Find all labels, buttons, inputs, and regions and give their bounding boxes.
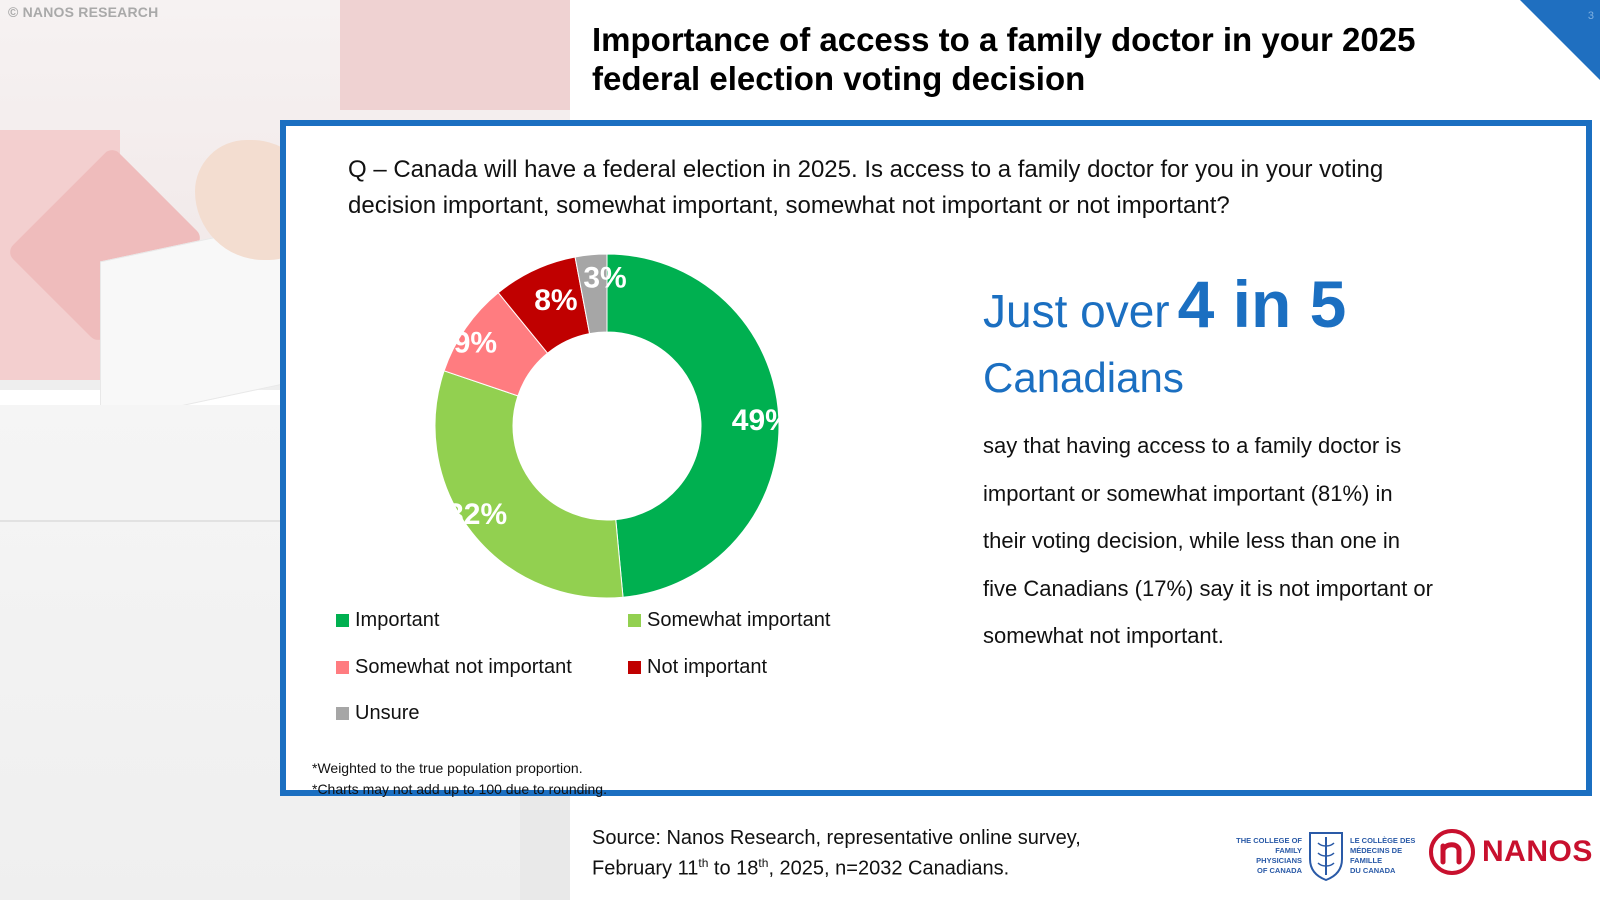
legend-item-somewhat-not-important: Somewhat not important (336, 656, 572, 679)
nanos-wordmark: NANOS (1482, 835, 1593, 868)
content-panel: Q – Canada will have a federal election … (280, 120, 1592, 797)
callout-line-2: Canadians (983, 354, 1184, 401)
legend-item-not-important: Not important (628, 656, 767, 679)
data-label-somewhat-not-important: 9% (454, 327, 497, 360)
legend-item-somewhat-important: Somewhat important (628, 609, 830, 632)
donut-slice-unsure (574, 253, 608, 335)
callout-body-line: somewhat not important. (983, 623, 1224, 648)
legend-item-important: Important (336, 609, 439, 632)
cfpc-name-fr: LE COLLÈGE DES MÉDECINS DE FAMILLE DU CA… (1350, 836, 1416, 875)
callout-line-1: Just over 4 in 5 (983, 266, 1346, 342)
cfpc-logo: THE COLLEGE OF FAMILY PHYSICIANS OF CANA… (1232, 830, 1420, 882)
source-line-2: February 11th to 18th, 2025, n=2032 Cana… (592, 856, 1010, 880)
legend-label: Not important (647, 656, 768, 678)
legend-label: Somewhat not important (355, 656, 572, 678)
callout-body-line: their voting decision, while less than o… (983, 528, 1401, 553)
title-line-1: Importance of access to a family doctor … (592, 21, 1416, 58)
nanos-n-icon (1429, 829, 1475, 875)
cfpc-shield-icon (1309, 832, 1343, 881)
nanos-logo: NANOS (1428, 828, 1593, 876)
legend-swatch (628, 614, 641, 627)
legend-swatch (336, 707, 349, 720)
legend-label: Unsure (355, 702, 420, 724)
donut-slice-important (606, 253, 780, 598)
chart-legend: Important Somewhat important Somewhat not … (336, 609, 896, 749)
page-number: 3 (1587, 10, 1594, 22)
donut-chart: 49% 32% 9% 8%3% (434, 253, 785, 599)
donut-slice-somewhat-important (434, 370, 624, 599)
legend-swatch (628, 661, 641, 674)
footnotes: *Weighted to the true population proport… (312, 758, 607, 800)
survey-question: Q – Canada will have a federal election … (348, 152, 1548, 224)
callout-body-line: say that having access to a family docto… (983, 433, 1402, 458)
callout-highlight: 4 in 5 (1177, 267, 1347, 341)
corner-accent (1520, 0, 1600, 80)
legend-item-unsure: Unsure (336, 702, 419, 725)
callout-body-line: five Canadians (17%) say it is not impor… (983, 575, 1433, 601)
title-line-2: federal election voting decision (592, 60, 1086, 97)
footnote-weighted: *Weighted to the true population proport… (312, 760, 583, 776)
slide-title: Importance of access to a family doctor … (592, 20, 1552, 98)
data-label-unsure: 3% (583, 262, 626, 295)
legend-swatch (336, 661, 349, 674)
question-line-1: Q – Canada will have a federal election … (348, 156, 1384, 183)
data-label-not-important: 8% (534, 284, 577, 317)
legend-label: Important (355, 609, 440, 631)
legend-label: Somewhat important (647, 609, 831, 631)
question-line-2: decision important, somewhat important, … (348, 192, 1230, 219)
footnote-rounding: *Charts may not add up to 100 due to rou… (312, 781, 607, 797)
cfpc-name-en: THE COLLEGE OF FAMILY PHYSICIANS OF CANA… (1236, 836, 1302, 875)
data-label-important: 49% (732, 404, 785, 437)
data-label-somewhat-important: 32% (447, 498, 507, 531)
legend-swatch (336, 614, 349, 627)
copyright-watermark: © NANOS RESEARCH (8, 4, 159, 20)
source-citation: Source: Nanos Research, representative o… (592, 826, 1081, 882)
source-line-1: Source: Nanos Research, representative o… (592, 827, 1081, 849)
callout-body: say that having access to a family docto… (983, 422, 1503, 660)
callout-body-line: important or somewhat important (81%) in (983, 480, 1393, 506)
callout-prefix: Just over (983, 285, 1170, 337)
